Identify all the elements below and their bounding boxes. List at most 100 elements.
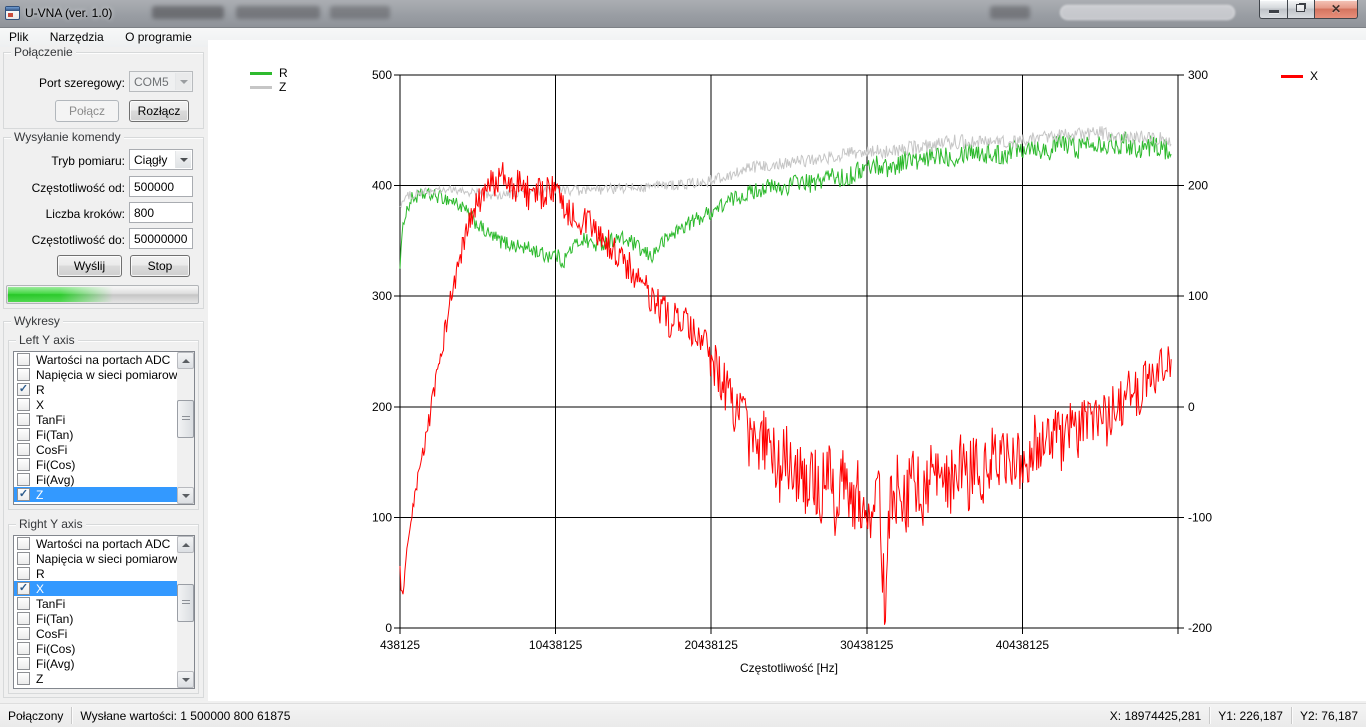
grid-lines (394, 74, 1184, 634)
freq-to-input[interactable] (129, 228, 193, 249)
send-button[interactable]: Wyślij (57, 255, 122, 277)
list-item[interactable]: CosFi (14, 626, 194, 641)
list-item[interactable]: ✓ R (14, 382, 194, 397)
right-list-scrollbar[interactable] (177, 536, 194, 688)
list-item[interactable]: TanFi (14, 596, 194, 611)
list-item[interactable]: Fi(Tan) (14, 427, 194, 442)
connection-group: Połączenie (3, 45, 204, 129)
disconnect-button[interactable]: Rozłącz (129, 100, 189, 122)
item-checkbox[interactable] (17, 537, 30, 550)
scroll-up-button[interactable] (177, 536, 194, 553)
list-item[interactable]: Fi(Cos) (14, 641, 194, 656)
item-checkbox[interactable] (17, 657, 30, 670)
minimize-button[interactable] (1259, 0, 1288, 19)
right-y-axis-list[interactable]: Wartości na portach ADC Napięcia w sieci … (13, 535, 195, 689)
measure-mode-combobox[interactable]: Ciągły (129, 149, 193, 170)
right-axis-tick-labels: 300 200 100 0 -100 -200 (1188, 68, 1212, 635)
list-item-label: X (36, 398, 45, 412)
list-item[interactable]: Fi(Avg) (14, 472, 194, 487)
item-checkbox[interactable] (17, 398, 30, 411)
item-checkbox[interactable] (17, 627, 30, 640)
send-command-group: Wysyłanie komendy (3, 130, 204, 309)
list-item[interactable]: Z (14, 671, 194, 686)
series-Z-line (399, 126, 1172, 209)
item-checkbox[interactable] (17, 353, 30, 366)
chart-plot[interactable]: 500 400 300 200 100 0 300 200 100 0 -100 -200 438125… (208, 40, 1366, 701)
legend-swatch (1281, 74, 1303, 78)
menu-item-narzedzia[interactable]: Narzędzia (49, 30, 104, 44)
status-cursor-y1: Y1: 226,187 (1218, 708, 1283, 723)
menu-item-plik[interactable]: Plik (9, 30, 29, 44)
item-checkbox[interactable] (17, 567, 30, 580)
app-icon (5, 6, 20, 20)
left-list-scrollbar[interactable] (177, 352, 194, 504)
restore-button[interactable] (1287, 0, 1315, 19)
item-checkbox[interactable] (17, 413, 30, 426)
item-checkbox[interactable] (17, 428, 30, 441)
item-checkbox[interactable] (17, 642, 30, 655)
item-checkbox[interactable]: ✓ (17, 488, 30, 501)
item-checkbox[interactable] (17, 473, 30, 486)
item-checkbox[interactable] (17, 443, 30, 456)
chevron-down-icon (175, 73, 191, 90)
freq-from-input[interactable] (129, 176, 193, 197)
item-checkbox[interactable] (17, 597, 30, 610)
list-item[interactable]: ✓ X (14, 581, 194, 596)
scroll-down-button[interactable] (177, 671, 194, 688)
measure-mode-value: Ciągły (134, 153, 168, 167)
item-checkbox[interactable] (17, 552, 30, 565)
menu-item-o-programie[interactable]: O programie (125, 30, 192, 44)
scroll-thumb[interactable] (177, 400, 194, 438)
left-y-axis-list[interactable]: Wartości na portach ADC Napięcia w sieci … (13, 351, 195, 505)
list-item[interactable]: ✓ Z (14, 487, 194, 502)
item-checkbox[interactable]: ✓ (17, 582, 30, 595)
serial-port-combobox[interactable]: COM5 (129, 71, 193, 92)
list-item[interactable]: Napięcia w sieci pomiarowej (14, 367, 194, 382)
stop-button[interactable]: Stop (130, 255, 190, 277)
list-item-label: R (36, 567, 45, 581)
up-arrow-icon (182, 359, 190, 363)
list-item[interactable]: Fi(Avg) (14, 656, 194, 671)
svg-text:40438125: 40438125 (996, 638, 1050, 652)
list-item-label: CosFi (36, 627, 68, 641)
legend-swatch (250, 71, 272, 75)
scroll-thumb[interactable] (177, 584, 194, 622)
item-checkbox[interactable] (17, 612, 30, 625)
list-item[interactable]: Napięcia w sieci pomiarowej (14, 551, 194, 566)
chevron-down-icon (175, 151, 191, 168)
close-icon: ✕ (1330, 2, 1342, 16)
item-checkbox[interactable] (17, 672, 30, 685)
list-item[interactable]: CosFi (14, 442, 194, 457)
up-arrow-icon (182, 543, 190, 547)
status-connection: Połączony (8, 708, 64, 723)
item-checkbox[interactable] (17, 368, 30, 381)
connect-button[interactable]: Połącz (55, 100, 119, 122)
charts-group-label: Wykresy (11, 314, 63, 328)
list-item[interactable]: R (14, 566, 194, 581)
background-window-blur (152, 6, 224, 19)
steps-input[interactable] (129, 202, 193, 223)
list-item[interactable]: Wartości na portach ADC (14, 536, 194, 551)
down-arrow-icon (182, 678, 190, 682)
list-item[interactable]: TanFi (14, 412, 194, 427)
list-item[interactable]: X (14, 397, 194, 412)
list-item-label: R (36, 383, 45, 397)
svg-text:100: 100 (372, 510, 392, 524)
svg-text:10438125: 10438125 (529, 638, 583, 652)
status-cursor-y2: Y2: 76,187 (1299, 708, 1358, 723)
svg-text:20438125: 20438125 (685, 638, 739, 652)
progress-shine (7, 286, 198, 303)
list-item[interactable]: Fi(Tan) (14, 611, 194, 626)
list-item[interactable]: Fi(Cos) (14, 457, 194, 472)
measure-mode-label: Tryb pomiaru: (51, 154, 125, 168)
item-checkbox[interactable] (17, 458, 30, 471)
list-item[interactable]: Wartości na portach ADC (14, 352, 194, 367)
close-button[interactable]: ✕ (1314, 0, 1358, 19)
scroll-up-button[interactable] (177, 352, 194, 369)
titlebar[interactable]: U-VNA (ver. 1.0) ✕ (0, 0, 1366, 28)
scroll-down-button[interactable] (177, 487, 194, 504)
item-checkbox[interactable]: ✓ (17, 383, 30, 396)
background-window-blur (1060, 5, 1235, 20)
